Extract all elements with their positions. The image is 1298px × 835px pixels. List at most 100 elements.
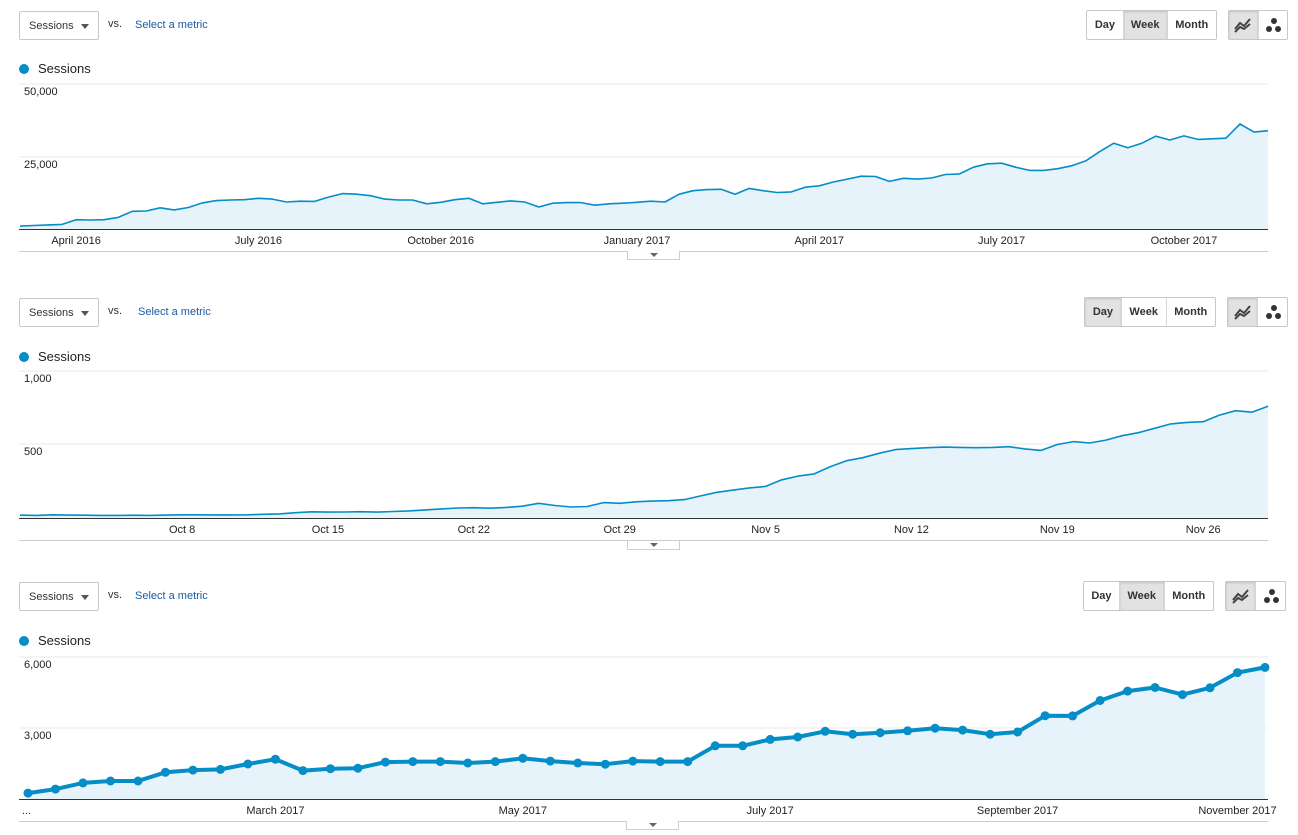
chart-panel-1: Sessions vs. Select a metric Day Week Mo… <box>0 0 1298 265</box>
data-point <box>518 753 528 763</box>
data-point <box>133 776 143 786</box>
week-button[interactable]: Week <box>1122 298 1167 326</box>
x-tick-label: September 2017 <box>977 805 1058 817</box>
select-metric-link[interactable]: Select a metric <box>135 19 208 31</box>
line-chart-button[interactable] <box>1228 298 1258 326</box>
granularity-toggle: Day Week Month <box>1083 581 1214 611</box>
data-point <box>628 756 638 766</box>
data-point <box>243 759 253 769</box>
chart-legend: Sessions <box>19 349 91 364</box>
y-tick-label: 500 <box>24 446 42 458</box>
chevron-down-icon <box>649 823 657 827</box>
chart-panel-3: Sessions vs. Select a metric Day Week Mo… <box>0 571 1298 835</box>
x-tick-label: Oct 29 <box>603 524 635 536</box>
y-tick-label: 3,000 <box>24 730 52 742</box>
data-point <box>1040 711 1050 721</box>
data-point <box>738 741 748 751</box>
legend-dot-icon <box>19 635 29 646</box>
y-tick-label: 1,000 <box>24 373 52 385</box>
series-area <box>20 406 1268 518</box>
metric-select[interactable]: Sessions <box>19 298 99 327</box>
x-tick-label: Nov 12 <box>894 524 929 536</box>
motion-chart-icon <box>1265 18 1281 32</box>
select-metric-link[interactable]: Select a metric <box>135 590 208 602</box>
legend-dot-icon <box>19 63 29 74</box>
line-chart-icon <box>1231 589 1249 604</box>
data-point <box>270 754 280 764</box>
month-button[interactable]: Month <box>1172 590 1206 602</box>
data-point <box>215 764 225 774</box>
week-button[interactable]: Week <box>1123 11 1168 39</box>
granularity-toggle: Day Week Month <box>1086 10 1217 40</box>
data-point <box>1150 683 1160 692</box>
metric-select-label: Sessions <box>29 19 74 32</box>
x-tick-label: March 2017 <box>246 805 304 817</box>
data-point <box>683 757 693 767</box>
select-metric-link[interactable]: Select a metric <box>138 306 211 318</box>
data-point <box>710 741 720 751</box>
data-point <box>106 776 115 786</box>
motion-chart-button[interactable] <box>1256 582 1285 610</box>
series-area <box>28 667 1265 799</box>
chevron-down-icon <box>650 543 658 547</box>
chart-resize-handle[interactable] <box>626 821 679 830</box>
data-point <box>1013 727 1023 737</box>
vs-label: vs. <box>108 18 123 30</box>
data-point <box>1123 686 1133 696</box>
data-point <box>23 788 33 798</box>
month-button[interactable]: Month <box>1175 19 1209 31</box>
chevron-down-icon <box>81 311 89 316</box>
x-tick-label: May 2017 <box>499 805 547 817</box>
motion-chart-button[interactable] <box>1259 11 1288 39</box>
x-tick-label: Nov 19 <box>1040 524 1075 536</box>
day-button[interactable]: Day <box>1085 298 1122 326</box>
day-button[interactable]: Day <box>1084 582 1120 610</box>
line-chart-button[interactable] <box>1226 582 1256 610</box>
data-point <box>573 758 583 768</box>
data-point <box>463 758 473 768</box>
x-tick-label: Oct 8 <box>169 524 195 536</box>
series-area <box>20 124 1268 229</box>
chart-legend: Sessions <box>19 633 91 648</box>
data-point <box>1095 696 1105 705</box>
x-tick-label: November 2017 <box>1198 805 1276 817</box>
month-button[interactable]: Month <box>1174 306 1208 318</box>
x-tick-label: Nov 5 <box>751 524 780 536</box>
data-point <box>903 726 913 736</box>
x-tick-label: July 2017 <box>747 805 794 817</box>
data-point <box>655 757 665 767</box>
motion-chart-button[interactable] <box>1258 298 1287 326</box>
chart-type-toggle <box>1228 10 1288 40</box>
data-point <box>1260 662 1270 672</box>
data-point <box>298 766 308 776</box>
chart-type-toggle <box>1225 581 1286 611</box>
data-point <box>848 729 858 739</box>
day-button[interactable]: Day <box>1087 11 1124 39</box>
data-point <box>51 784 60 794</box>
legend-label: Sessions <box>38 633 91 648</box>
data-point <box>380 757 390 767</box>
line-chart-button[interactable] <box>1229 11 1259 39</box>
week-button[interactable]: Week <box>1119 582 1165 610</box>
data-point <box>353 763 363 773</box>
data-point <box>985 729 995 739</box>
metric-select[interactable]: Sessions <box>19 11 99 40</box>
data-point <box>545 756 555 766</box>
x-tick-label: October 2017 <box>1151 235 1218 247</box>
chart-resize-handle[interactable] <box>627 251 680 260</box>
legend-label: Sessions <box>38 61 91 76</box>
metric-select[interactable]: Sessions <box>19 582 99 611</box>
series-line <box>19 123 1269 227</box>
sessions-chart: 6,000 3,000... March 2017 May 2017 July 2017… <box>19 656 1277 822</box>
x-tick-label: July 2017 <box>978 235 1025 247</box>
data-point <box>875 728 885 738</box>
x-tick-label: Oct 15 <box>312 524 344 536</box>
chart-resize-handle[interactable] <box>627 541 680 550</box>
data-point <box>188 765 198 775</box>
data-point <box>1233 668 1242 678</box>
line-chart-icon <box>1233 305 1251 320</box>
data-point <box>793 732 803 742</box>
x-tick-label: April 2016 <box>51 235 101 247</box>
chevron-down-icon <box>81 595 89 600</box>
chart-type-toggle <box>1227 297 1288 327</box>
